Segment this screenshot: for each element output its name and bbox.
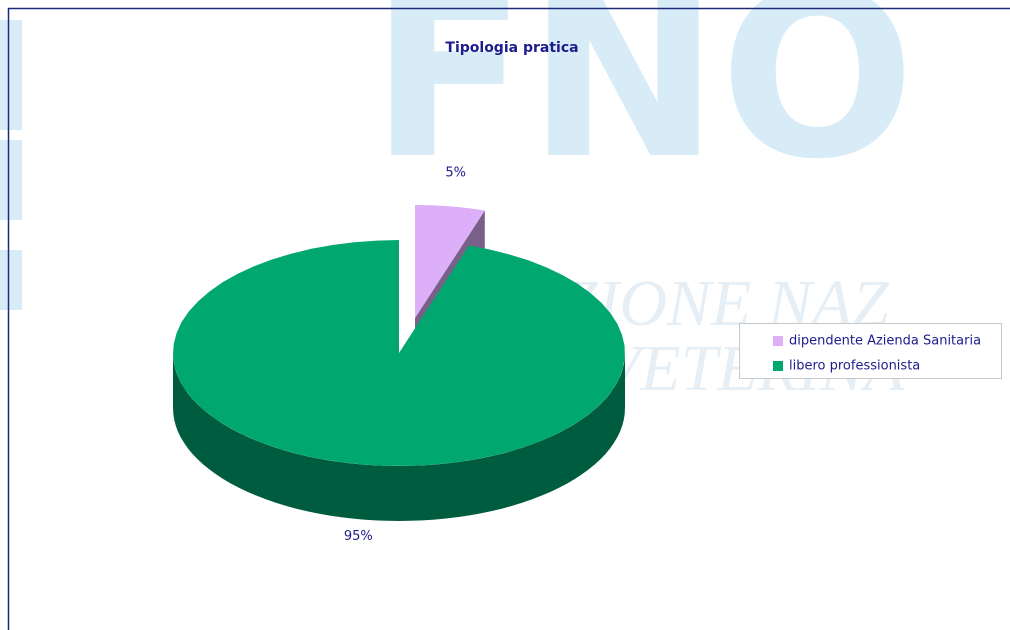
slice-side	[173, 353, 625, 521]
watermark-bar	[0, 20, 22, 130]
slice	[415, 205, 485, 318]
legend-swatch	[773, 361, 783, 371]
chart-title: Tipologia pratica	[445, 40, 578, 56]
legend-label: libero professionista	[789, 359, 920, 374]
pie	[173, 205, 625, 521]
watermark-bar	[0, 250, 22, 310]
frame	[7, 7, 1010, 630]
legend-swatch	[773, 336, 783, 346]
data-label: 5%	[445, 165, 466, 180]
legend	[739, 323, 1002, 379]
slice	[173, 240, 625, 466]
watermark-bar	[0, 140, 22, 220]
legend-label: dipendente Azienda Sanitaria	[789, 334, 981, 349]
watermark-logo: FNO	[370, 0, 915, 210]
data-label: 95%	[344, 529, 373, 544]
